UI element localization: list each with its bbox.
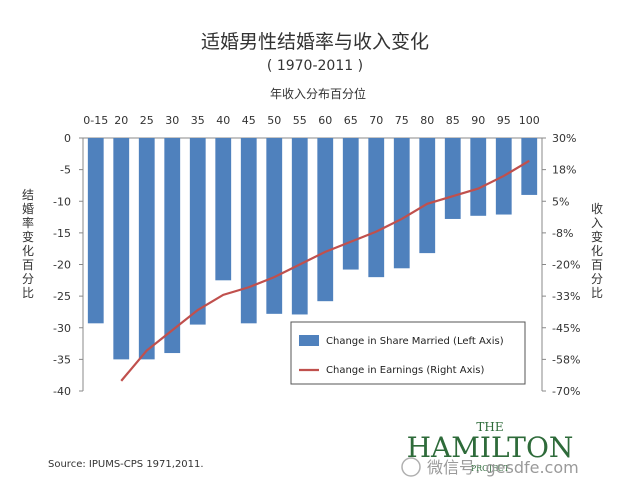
bar-0-15 [87, 138, 104, 324]
x-tick-label: 55 [293, 114, 307, 127]
bar-70 [368, 138, 385, 278]
chart-title: 适婚男性结婚率与收入变化 [201, 31, 429, 53]
bar-55 [291, 138, 308, 315]
x-tick-label: 0-15 [83, 114, 108, 127]
left-tick-label: -30 [53, 322, 71, 335]
bar-40 [215, 138, 232, 281]
right-tick-label: -45% [552, 322, 580, 335]
legend-bar-swatch [299, 335, 319, 346]
bar-90 [470, 138, 487, 216]
bar-85 [444, 138, 461, 219]
x-tick-label: 25 [140, 114, 154, 127]
bar-50 [266, 138, 283, 314]
x-tick-label: 20 [114, 114, 128, 127]
right-tick-label: -58% [552, 353, 580, 366]
logo-sub: PROJECT [471, 464, 510, 473]
right-tick-label: -8% [552, 227, 573, 240]
bars-group [87, 138, 538, 360]
legend: Change in Share Married (Left Axis) Chan… [290, 321, 526, 385]
x-tick-label: 90 [471, 114, 485, 127]
watermark: 微信号: gesdfe.com [401, 457, 579, 477]
x-tick-label: 45 [242, 114, 256, 127]
left-tick-label: -5 [60, 164, 71, 177]
legend-box [290, 321, 526, 385]
right-tick-label: -20% [552, 259, 580, 272]
right-tick-label: -70% [552, 385, 580, 398]
bar-20 [113, 138, 130, 360]
earnings-line [120, 159, 530, 382]
x-tick-label: 80 [420, 114, 434, 127]
x-tick-label: 65 [344, 114, 358, 127]
left-tick-label: -35 [53, 353, 71, 366]
right-axis-title: 收入变化百分比 [591, 202, 603, 300]
wechat-icon [401, 457, 421, 477]
left-tick-label: -25 [53, 290, 71, 303]
right-tick-label: 18% [552, 164, 576, 177]
logo-the: THE [476, 420, 503, 434]
x-tick-label: 70 [369, 114, 383, 127]
x-tick-label: 50 [267, 114, 281, 127]
bar-45 [240, 138, 257, 324]
chart-subtitle: ( 1970-2011 ) [267, 58, 363, 74]
ticks-group: 0-15 20 25 30 35 40 45 50 55 60 65 70 75 80 85 90 95 1000… [53, 114, 580, 398]
right-tick-label: -33% [552, 290, 580, 303]
x-tick-label: 60 [318, 114, 332, 127]
logo-name: HAMILTON [407, 431, 574, 464]
right-tick-label: 30% [552, 132, 576, 145]
bar-60 [317, 138, 334, 302]
x-tick-label: 40 [216, 114, 230, 127]
x-tick-label: 35 [191, 114, 205, 127]
bar-65 [342, 138, 359, 270]
hamilton-logo: THE HAMILTON PROJECT [407, 420, 574, 473]
left-tick-label: -20 [53, 259, 71, 272]
bar-35 [189, 138, 206, 325]
left-tick-label: 0 [64, 132, 71, 145]
bar-30 [164, 138, 181, 354]
right-tick-label: 5% [552, 195, 569, 208]
bar-80 [419, 138, 436, 254]
x-tick-label: 85 [446, 114, 460, 127]
bar-25 [138, 138, 155, 360]
x-tick-label: 95 [497, 114, 511, 127]
bar-75 [393, 138, 410, 269]
legend-label-line: Change in Earnings (Right Axis) [326, 365, 484, 376]
left-tick-label: -10 [53, 195, 71, 208]
left-axis-title: 结婚率变化百分比 [22, 188, 34, 300]
source-note: Source: IPUMS-CPS 1971,2011. [48, 459, 204, 470]
top-axis-title: 年收入分布百分位 [270, 86, 366, 101]
x-tick-label: 100 [519, 114, 540, 127]
x-tick-label: 30 [165, 114, 179, 127]
watermark-text: 微信号: gesdfe.com [427, 458, 579, 477]
left-tick-label: -15 [53, 227, 71, 240]
bar-100 [521, 138, 538, 195]
x-tick-label: 75 [395, 114, 409, 127]
legend-label-bars: Change in Share Married (Left Axis) [326, 336, 504, 347]
left-tick-label: -40 [53, 385, 71, 398]
